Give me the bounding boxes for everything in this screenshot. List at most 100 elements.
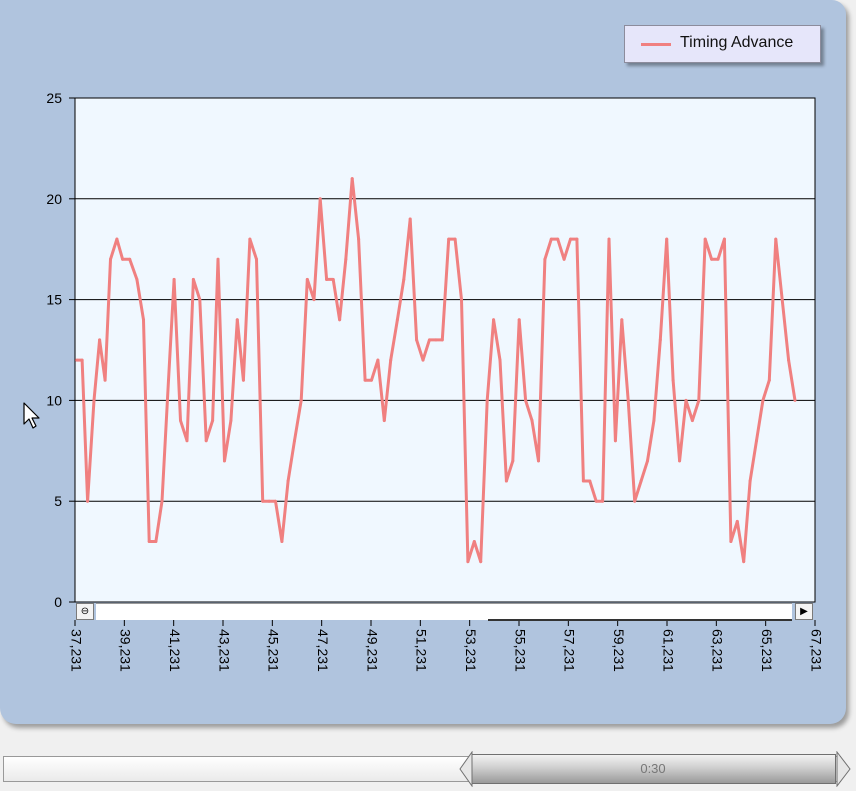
data-point [633, 499, 637, 503]
data-point [166, 378, 170, 382]
data-point [75, 358, 79, 362]
data-point [761, 398, 765, 402]
plot-area [74, 97, 816, 603]
zoom-reset-button[interactable]: ⊖ [76, 603, 94, 620]
x-tick-label: 63,231 [710, 629, 726, 672]
data-point [415, 338, 419, 342]
x-tick-label: 49,231 [364, 629, 380, 672]
y-tick-label: 20 [46, 191, 62, 207]
data-point [562, 257, 566, 261]
data-point [241, 378, 245, 382]
x-tick-label: 55,231 [512, 629, 528, 672]
data-point [793, 398, 797, 402]
x-tick-label: 51,231 [414, 629, 430, 672]
data-point [108, 257, 112, 261]
data-point [460, 298, 464, 302]
playback-time: 0:30 [640, 761, 666, 776]
data-point [690, 419, 694, 423]
data-point [344, 257, 348, 261]
data-point [369, 378, 373, 382]
data-point [536, 459, 540, 463]
data-point [142, 318, 146, 322]
data-point [325, 277, 329, 281]
data-point [479, 560, 483, 564]
data-point [115, 237, 119, 241]
data-point [331, 277, 335, 281]
data-point [671, 378, 675, 382]
data-point [293, 439, 297, 443]
legend: Timing Advance [624, 25, 821, 63]
data-point [211, 419, 215, 423]
x-tick-label: 59,231 [611, 629, 627, 672]
data-point [607, 237, 611, 241]
data-point [80, 358, 84, 362]
data-point [626, 398, 630, 402]
x-tick-label: 53,231 [463, 629, 479, 672]
data-point [382, 419, 386, 423]
data-point [255, 257, 259, 261]
data-point [665, 237, 669, 241]
data-point [222, 459, 226, 463]
data-point [472, 540, 476, 544]
data-point [556, 237, 560, 241]
data-point [710, 257, 714, 261]
data-point [434, 338, 438, 342]
data-point [261, 499, 265, 503]
chart-scrollbar[interactable] [96, 603, 792, 621]
data-point [363, 378, 367, 382]
data-point [395, 318, 399, 322]
x-tick-label: 45,231 [266, 629, 282, 672]
data-point [735, 519, 739, 523]
y-tick-label: 25 [46, 90, 62, 106]
data-point [787, 358, 791, 362]
data-point [594, 499, 598, 503]
data-point [498, 358, 502, 362]
data-point [613, 439, 617, 443]
y-tick-label: 10 [46, 392, 62, 408]
playback-thumb[interactable]: 0:30 [470, 754, 836, 784]
legend-swatch [641, 43, 671, 46]
data-point [274, 499, 278, 503]
playback-left-handle-icon[interactable] [458, 751, 474, 787]
data-point [620, 318, 624, 322]
data-point [338, 318, 342, 322]
data-point [267, 499, 271, 503]
data-point [135, 277, 139, 281]
data-point [389, 358, 393, 362]
x-tick-label: 47,231 [315, 629, 331, 672]
data-point [154, 540, 158, 544]
data-point [229, 419, 233, 423]
data-point [549, 237, 553, 241]
data-point [697, 398, 701, 402]
data-point [780, 298, 784, 302]
line-chart: 0 5 10 15 20 25 37,231 39,231 41,231 43,231 45,23… [46, 90, 824, 672]
data-point [299, 398, 303, 402]
data-point [767, 378, 771, 382]
x-tick-label: 61,231 [660, 629, 676, 672]
scroll-right-button[interactable]: ▶ [795, 603, 813, 620]
x-tick-label: 37,231 [68, 629, 84, 672]
data-point [248, 237, 252, 241]
data-point [703, 237, 707, 241]
data-point [312, 298, 316, 302]
mouse-cursor-icon [23, 402, 40, 429]
data-point [492, 318, 496, 322]
scrollbar-thumb[interactable] [488, 619, 792, 621]
data-point [748, 479, 752, 483]
data-point [453, 237, 457, 241]
data-point [280, 540, 284, 544]
data-point [427, 338, 431, 342]
data-point [639, 479, 643, 483]
data-point [357, 237, 361, 241]
data-point [147, 540, 151, 544]
data-point [511, 459, 515, 463]
playback-right-handle-icon[interactable] [835, 751, 853, 787]
x-tick-label: 39,231 [118, 629, 134, 672]
y-tick-label: 15 [46, 292, 62, 308]
data-point [774, 237, 778, 241]
data-point [92, 398, 96, 402]
data-point [198, 298, 202, 302]
data-point [601, 499, 605, 503]
x-tick-label: 43,231 [216, 629, 232, 672]
data-point [645, 459, 649, 463]
